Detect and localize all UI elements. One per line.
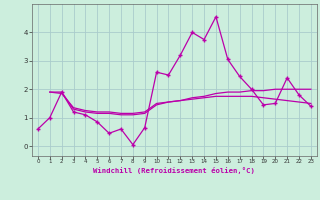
X-axis label: Windchill (Refroidissement éolien,°C): Windchill (Refroidissement éolien,°C) [93,167,255,174]
